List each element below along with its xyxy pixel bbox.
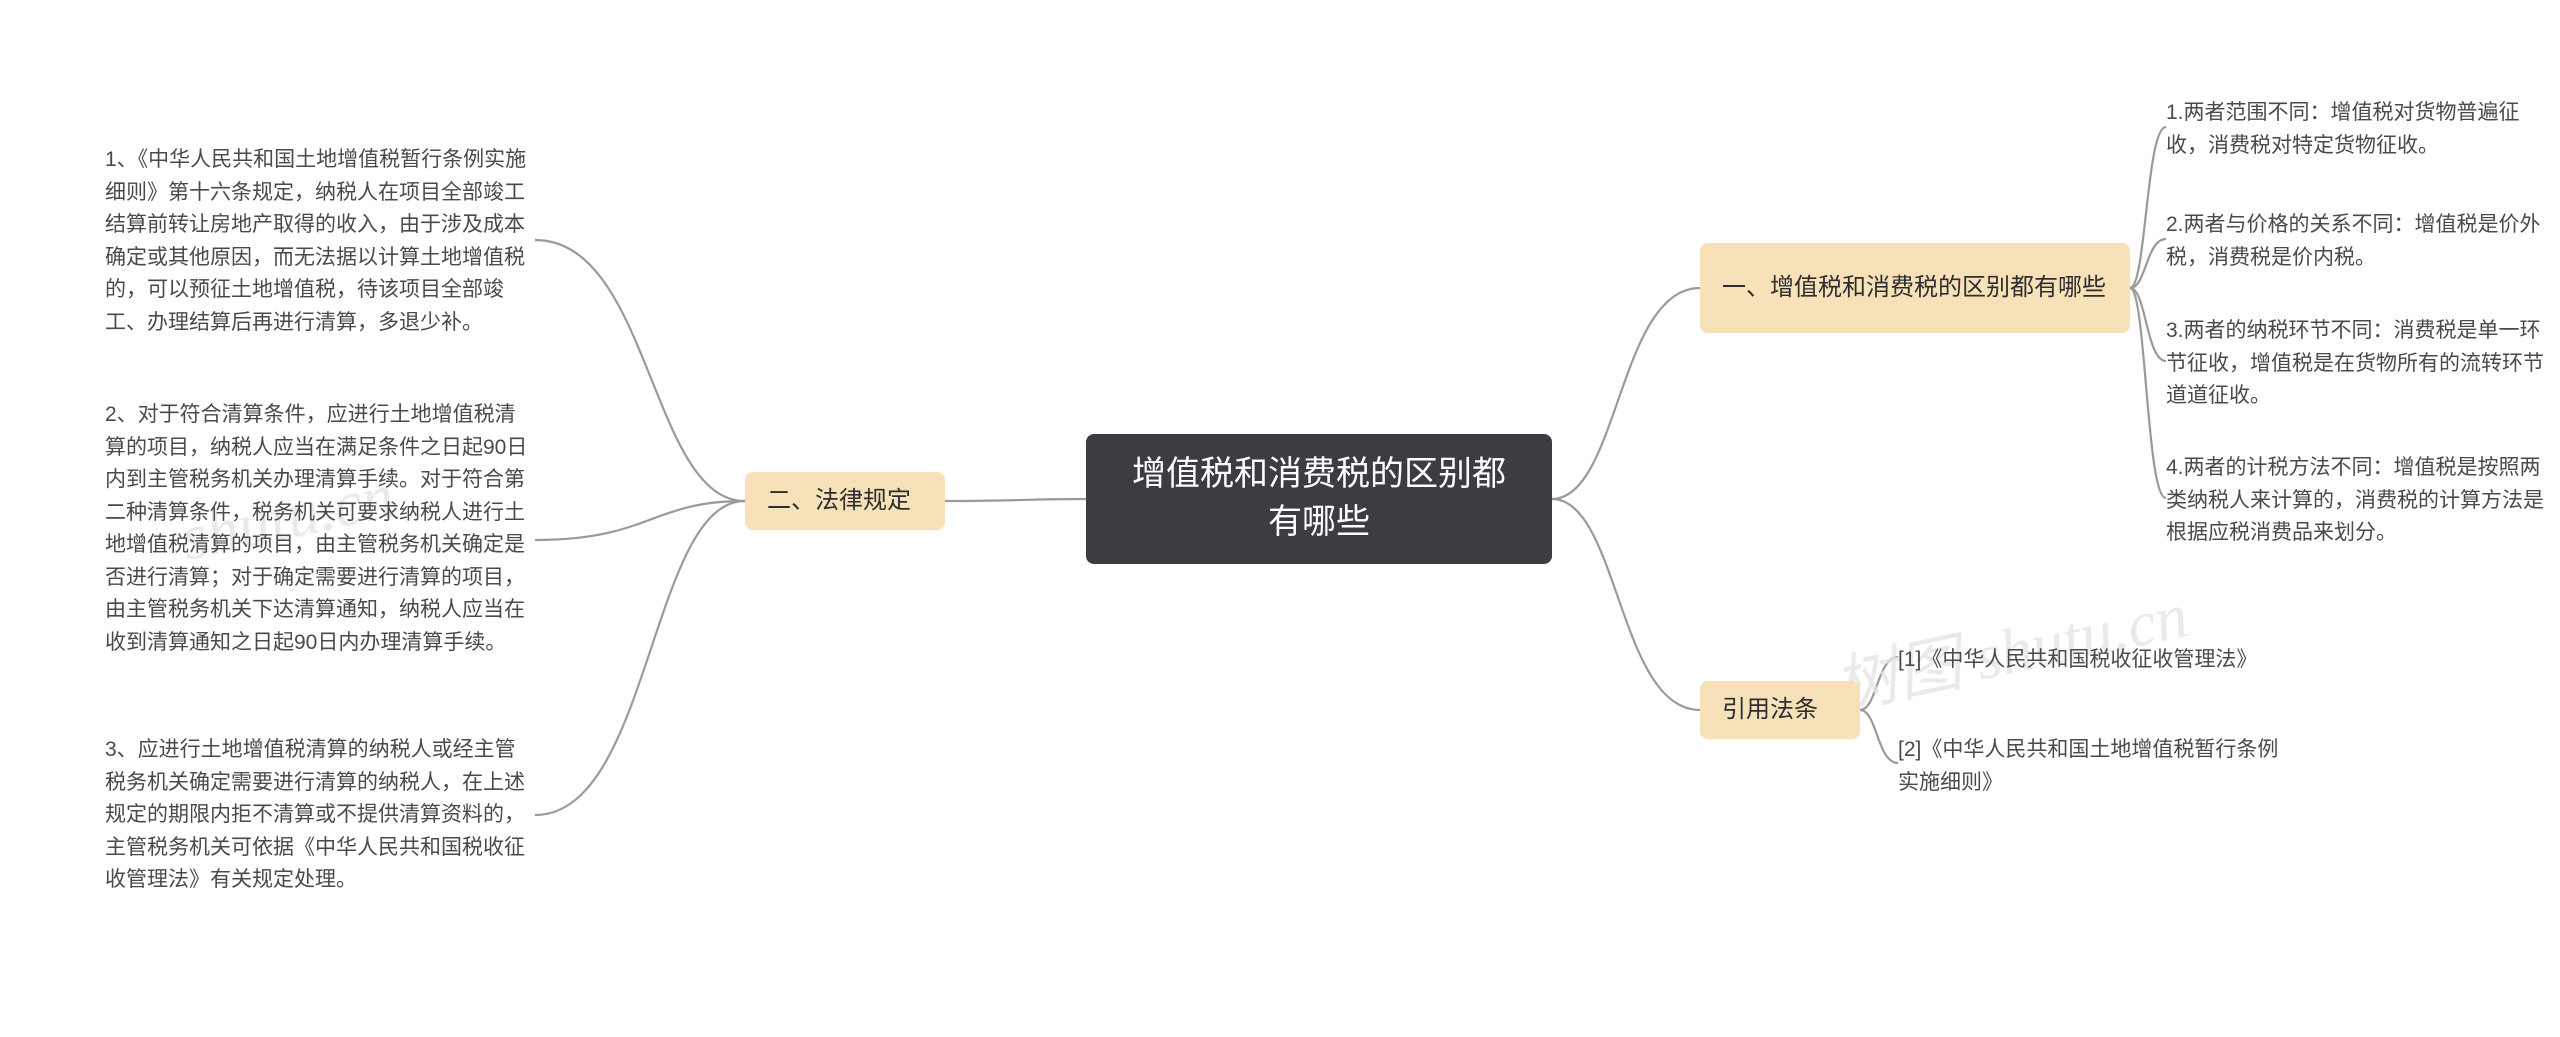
mindmap-canvas: shutu.cn 树图 shutu.cn 增值税和消费税的区别都有哪些 一、增值… bbox=[0, 0, 2560, 1037]
branch-l1[interactable]: 二、法律规定 bbox=[745, 472, 945, 530]
leaf-r1c4-label: 4.两者的计税方法不同：增值税是按照两类纳税人来计算的，消费税的计算方法是根据应… bbox=[2166, 452, 2556, 550]
leaf-r2c1-label: [1]《中华人民共和国税收征收管理法》 bbox=[1898, 644, 2257, 677]
leaf-l1c2[interactable]: 2、对于符合清算条件，应进行土地增值税清算的项目，纳税人应当在满足条件之日起90… bbox=[105, 395, 535, 663]
leaf-r2c2-label: [2]《中华人民共和国土地增值税暂行条例实施细则》 bbox=[1898, 734, 2298, 799]
leaf-r1c2-label: 2.两者与价格的关系不同：增值税是价外税，消费税是价内税。 bbox=[2166, 209, 2556, 274]
leaf-l1c1-label: 1、《中华人民共和国土地增值税暂行条例实施细则》第十六条规定，纳税人在项目全部竣… bbox=[105, 144, 535, 339]
branch-r1-label: 一、增值税和消费税的区别都有哪些 bbox=[1722, 269, 2106, 306]
root-label: 增值税和消费税的区别都有哪些 bbox=[1116, 451, 1522, 546]
leaf-r1c4[interactable]: 4.两者的计税方法不同：增值税是按照两类纳税人来计算的，消费税的计算方法是根据应… bbox=[2166, 448, 2556, 554]
leaf-l1c3-label: 3、应进行土地增值税清算的纳税人或经主管税务机关确定需要进行清算的纳税人，在上述… bbox=[105, 734, 535, 897]
leaf-r2c1[interactable]: [1]《中华人民共和国税收征收管理法》 bbox=[1898, 640, 2298, 681]
branch-r1[interactable]: 一、增值税和消费税的区别都有哪些 bbox=[1700, 243, 2130, 333]
leaf-r1c1-label: 1.两者范围不同：增值税对货物普遍征收，消费税对特定货物征收。 bbox=[2166, 97, 2556, 162]
leaf-r1c2[interactable]: 2.两者与价格的关系不同：增值税是价外税，消费税是价内税。 bbox=[2166, 205, 2556, 278]
leaf-l1c2-label: 2、对于符合清算条件，应进行土地增值税清算的项目，纳税人应当在满足条件之日起90… bbox=[105, 399, 535, 659]
leaf-l1c1[interactable]: 1、《中华人民共和国土地增值税暂行条例实施细则》第十六条规定，纳税人在项目全部竣… bbox=[105, 140, 535, 343]
leaf-r1c1[interactable]: 1.两者范围不同：增值税对货物普遍征收，消费税对特定货物征收。 bbox=[2166, 93, 2556, 166]
leaf-r1c3-label: 3.两者的纳税环节不同：消费税是单一环节征收，增值税是在货物所有的流转环节道道征… bbox=[2166, 315, 2556, 413]
root-node[interactable]: 增值税和消费税的区别都有哪些 bbox=[1086, 434, 1552, 564]
branch-r2-label: 引用法条 bbox=[1722, 691, 1818, 728]
leaf-r1c3[interactable]: 3.两者的纳税环节不同：消费税是单一环节征收，增值税是在货物所有的流转环节道道征… bbox=[2166, 311, 2556, 417]
branch-r2[interactable]: 引用法条 bbox=[1700, 681, 1860, 739]
leaf-r2c2[interactable]: [2]《中华人民共和国土地增值税暂行条例实施细则》 bbox=[1898, 730, 2298, 803]
branch-l1-label: 二、法律规定 bbox=[767, 482, 911, 519]
leaf-l1c3[interactable]: 3、应进行土地增值税清算的纳税人或经主管税务机关确定需要进行清算的纳税人，在上述… bbox=[105, 730, 535, 901]
